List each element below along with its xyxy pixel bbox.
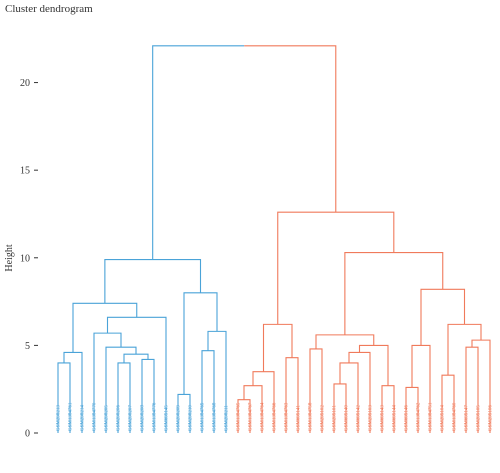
leaf-label: GSM699147	[465, 405, 470, 431]
leaf-label: GSM1384762	[417, 402, 422, 431]
dendrogram-branch	[152, 45, 245, 260]
dendrogram-branch	[72, 302, 138, 353]
leaf-label: GSM699146	[405, 405, 410, 431]
leaf-label: GSM1384761	[69, 402, 74, 431]
leaf-label: GSM1384758	[309, 402, 314, 431]
dendrogram-branches	[57, 45, 491, 433]
leaf-label: GSM298213	[57, 405, 62, 431]
leaf-label: GSM1384760	[453, 402, 458, 431]
leaf-label: GSM699144	[393, 405, 398, 431]
dendrogram-branch	[104, 258, 202, 304]
y-tick-label: 5	[25, 341, 30, 352]
leaf-label: GSM298214	[81, 405, 86, 431]
leaf-label: GSM1384764	[261, 402, 266, 431]
leaf-label: GSM299106	[489, 405, 494, 431]
dendrogram-branch	[252, 371, 275, 433]
dendrogram-branch	[183, 292, 218, 395]
leaf-label: GSM699142	[357, 405, 362, 431]
leaf-label: GSM298207	[129, 405, 134, 431]
dendrogram-branch	[201, 350, 215, 433]
leaf-label: GSM299101	[333, 405, 338, 431]
leaf-label: GSM298210	[189, 405, 194, 431]
leaf-label: GSM1384763	[285, 402, 290, 431]
leaf-label: GSM299102	[321, 405, 326, 431]
leaf-label: GSM298211	[225, 405, 230, 431]
leaf-label: GSM298208	[141, 405, 146, 431]
dendrogram-branch	[141, 358, 155, 433]
leaf-label: GSM1384767	[249, 402, 254, 431]
dendrogram-branch	[471, 339, 491, 433]
leaf-label: GSM1384766	[273, 402, 278, 431]
dendrogram-branch	[262, 323, 293, 372]
y-tick-label: 0	[25, 429, 30, 440]
dendrogram-branch	[244, 45, 337, 213]
leaf-labels: GSM298213 GSM1384761 GSM298214 GSM1384770 GS…	[57, 402, 494, 431]
chart-title: Cluster dendrogram	[5, 3, 93, 15]
leaf-label: GSM298206	[117, 405, 122, 431]
leaf-label: GSM1384776	[153, 402, 158, 431]
y-axis: 0 5 10 15 20	[20, 78, 38, 440]
leaf-label: GSM1384765	[237, 402, 242, 431]
y-axis-label: Height	[4, 244, 15, 271]
leaf-label: GSM699140	[345, 405, 350, 431]
y-tick-label: 15	[20, 166, 30, 177]
leaf-label: GSM299103	[369, 405, 374, 431]
dendrogram-branch	[123, 353, 149, 363]
dendrogram-branch	[237, 399, 251, 433]
dendrogram-branch	[447, 323, 482, 376]
leaf-label: GSM298209	[177, 405, 182, 431]
leaf-label: GSM699143	[381, 405, 386, 431]
leaf-label: GSM299105	[477, 405, 482, 431]
leaf-label: GSM1384768	[213, 402, 218, 431]
dendrogram-branch	[106, 316, 167, 433]
leaf-label: GSM699145	[165, 405, 170, 431]
dendrogram-branch	[344, 251, 444, 335]
dendrogram-branch	[420, 288, 466, 346]
leaf-label: GSM299104	[441, 405, 446, 431]
leaf-label: GSM1384751	[429, 402, 434, 431]
dendrogram-branch	[358, 344, 389, 386]
dendrogram-branch	[277, 211, 395, 325]
leaf-label: GSM699141	[297, 405, 302, 431]
leaf-label: GSM1384770	[93, 402, 98, 431]
y-tick-label: 10	[20, 253, 30, 264]
dendrogram-branch	[285, 357, 299, 433]
dendrogram-branch	[207, 330, 227, 433]
y-tick-label: 20	[20, 78, 30, 89]
leaf-label: GSM298205	[105, 405, 110, 431]
leaf-label: GSM1384769	[201, 402, 206, 431]
dendrogram-branch	[309, 348, 323, 433]
dendrogram-branch	[315, 334, 375, 349]
